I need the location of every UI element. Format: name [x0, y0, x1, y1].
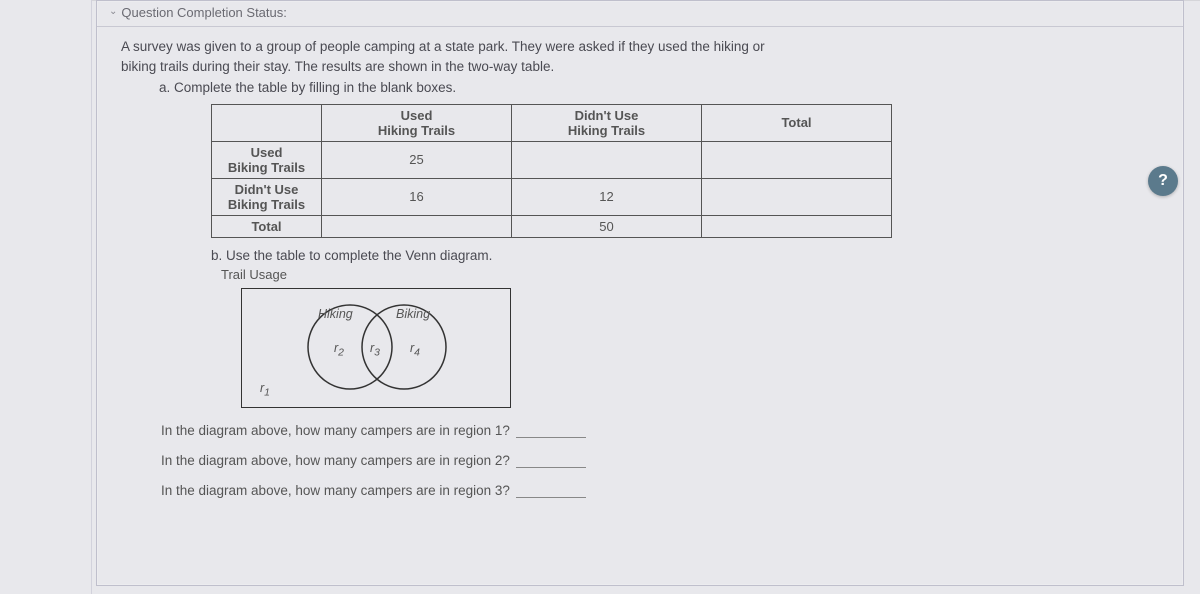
venn-label-biking: Biking: [396, 307, 430, 321]
region-3-answer-input[interactable]: [516, 482, 586, 498]
row-header-used-biking: Used Biking Trails: [212, 141, 322, 178]
cell-used-biking-no-hiking[interactable]: [512, 141, 702, 178]
part-b-prompt: b. Use the table to complete the Venn di…: [211, 246, 1159, 266]
region-1-question-text: In the diagram above, how many campers a…: [161, 423, 510, 438]
question-body: A survey was given to a group of people …: [97, 27, 1183, 512]
table-row: Total 50: [212, 215, 892, 237]
table-corner-cell: [212, 104, 322, 141]
cell-no-biking-total[interactable]: [702, 178, 892, 215]
cell-total-used-hiking[interactable]: [322, 215, 512, 237]
chevron-down-icon: ⌄: [109, 6, 117, 17]
left-gutter: [0, 0, 92, 594]
intro-line-1: A survey was given to a group of people …: [121, 37, 1159, 57]
question-panel: ⌄ Question Completion Status: A survey w…: [96, 0, 1184, 586]
help-icon[interactable]: ?: [1148, 166, 1178, 196]
completion-status-bar[interactable]: ⌄ Question Completion Status:: [97, 1, 1183, 27]
venn-region-3: r3: [370, 341, 380, 359]
table-header-row: Used Hiking Trails Didn't Use Hiking Tra…: [212, 104, 892, 141]
two-way-table: Used Hiking Trails Didn't Use Hiking Tra…: [211, 104, 892, 238]
region-1-answer-input[interactable]: [516, 422, 586, 438]
col-header-total: Total: [702, 104, 892, 141]
row-header-total: Total: [212, 215, 322, 237]
venn-title: Trail Usage: [221, 267, 1159, 282]
cell-grand-total[interactable]: [702, 215, 892, 237]
region-3-question: In the diagram above, how many campers a…: [161, 482, 1159, 498]
part-a-prompt: a. Complete the table by filling in the …: [159, 78, 1159, 98]
region-2-answer-input[interactable]: [516, 452, 586, 468]
region-2-question: In the diagram above, how many campers a…: [161, 452, 1159, 468]
venn-region-4: r4: [410, 341, 420, 359]
region-3-question-text: In the diagram above, how many campers a…: [161, 483, 510, 498]
region-1-question: In the diagram above, how many campers a…: [161, 422, 1159, 438]
table-row: Used Biking Trails 25: [212, 141, 892, 178]
venn-diagram: Hiking Biking r1 r2 r3 r4: [241, 288, 511, 408]
region-2-question-text: In the diagram above, how many campers a…: [161, 453, 510, 468]
col-header-used-hiking: Used Hiking Trails: [322, 104, 512, 141]
cell-used-biking-total[interactable]: [702, 141, 892, 178]
col-header-didnt-use-hiking: Didn't Use Hiking Trails: [512, 104, 702, 141]
cell-total-no-hiking[interactable]: 50: [512, 215, 702, 237]
venn-region-2: r2: [334, 341, 344, 359]
intro-line-2: biking trails during their stay. The res…: [121, 57, 1159, 77]
table-row: Didn't Use Biking Trails 16 12: [212, 178, 892, 215]
completion-status-label: Question Completion Status:: [121, 5, 286, 20]
cell-no-biking-no-hiking[interactable]: 12: [512, 178, 702, 215]
cell-no-biking-used-hiking[interactable]: 16: [322, 178, 512, 215]
venn-label-hiking: Hiking: [318, 307, 353, 321]
venn-region-1: r1: [260, 381, 270, 399]
row-header-didnt-use-biking: Didn't Use Biking Trails: [212, 178, 322, 215]
cell-used-biking-used-hiking[interactable]: 25: [322, 141, 512, 178]
